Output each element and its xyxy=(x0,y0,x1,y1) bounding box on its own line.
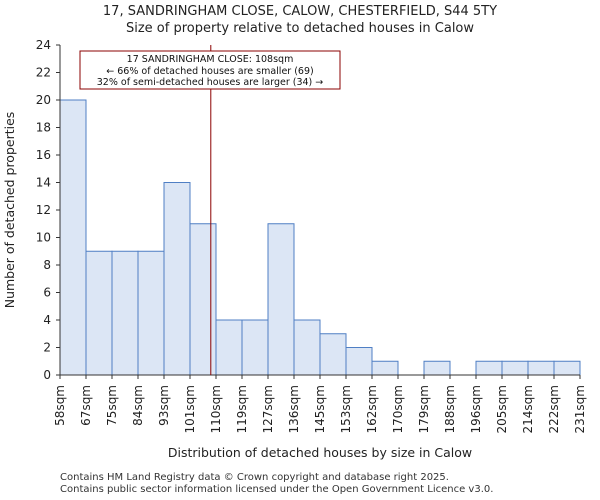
histogram-bar xyxy=(371,360,399,376)
histogram-bar xyxy=(501,360,529,376)
histogram-bar xyxy=(319,333,347,376)
histogram-bar xyxy=(345,347,373,376)
histogram-bar xyxy=(59,99,87,376)
histogram-bar xyxy=(475,360,503,376)
histogram-bar xyxy=(137,250,165,376)
footer-line-1: Contains HM Land Registry data © Crown c… xyxy=(60,472,449,483)
histogram-bar xyxy=(293,319,321,376)
chart-title: 17, SANDRINGHAM CLOSE, CALOW, CHESTERFIE… xyxy=(102,4,498,19)
x-tick-label: 110sqm xyxy=(209,385,223,433)
x-tick-label: 127sqm xyxy=(261,385,275,433)
x-axis-label: Distribution of detached houses by size … xyxy=(168,445,472,460)
x-tick-label: 205sqm xyxy=(495,385,509,433)
annotation-line-2: ← 66% of detached houses are smaller (69… xyxy=(106,66,313,77)
x-tick-label: 119sqm xyxy=(235,385,249,433)
x-tick-label: 93sqm xyxy=(157,385,171,426)
y-tick-label: 10 xyxy=(36,231,51,245)
chart-subtitle: Size of property relative to detached ho… xyxy=(125,21,475,36)
histogram-bar xyxy=(189,223,217,376)
y-tick-label: 24 xyxy=(36,38,51,52)
x-tick-label: 84sqm xyxy=(131,385,145,426)
x-tick-label: 58sqm xyxy=(53,385,67,426)
x-tick-label: 188sqm xyxy=(443,385,457,433)
histogram-bar xyxy=(111,250,139,376)
y-axis-label: Number of detached properties xyxy=(2,112,17,309)
footer-line-2: Contains public sector information licen… xyxy=(60,484,494,495)
annotation-box: 17 SANDRINGHAM CLOSE: 108sqm ← 66% of de… xyxy=(79,50,341,90)
x-tick-label: 170sqm xyxy=(391,385,405,433)
histogram-bar xyxy=(423,360,451,376)
y-tick-label: 2 xyxy=(43,341,51,355)
annotation-line-3: 32% of semi-detached houses are larger (… xyxy=(97,77,324,88)
x-tick-label: 153sqm xyxy=(339,385,353,433)
x-tick-label: 75sqm xyxy=(105,385,119,426)
y-tick-label: 8 xyxy=(43,258,51,272)
histogram-bar xyxy=(553,360,581,376)
x-tick-label: 222sqm xyxy=(547,385,561,433)
x-tick-label: 101sqm xyxy=(183,385,197,433)
y-tick-label: 6 xyxy=(43,286,51,300)
y-tick-label: 20 xyxy=(36,93,51,107)
histogram-bar xyxy=(267,223,295,376)
y-tick-label: 14 xyxy=(36,176,51,190)
y-tick-label: 12 xyxy=(36,203,51,217)
y-tick-label: 16 xyxy=(36,148,51,162)
y-tick-label: 18 xyxy=(36,121,51,135)
y-tick-label: 4 xyxy=(43,313,51,327)
histogram-bar xyxy=(241,319,269,376)
x-tick-label: 214sqm xyxy=(521,385,535,433)
x-tick-label: 231sqm xyxy=(573,385,587,433)
histogram-bar xyxy=(163,182,191,376)
histogram-bar xyxy=(85,250,113,376)
histogram-bar xyxy=(215,319,243,376)
histogram-bar xyxy=(527,360,555,376)
x-tick-label: 179sqm xyxy=(417,385,431,433)
x-tick-label: 136sqm xyxy=(287,385,301,433)
annotation-line-1: 17 SANDRINGHAM CLOSE: 108sqm xyxy=(127,54,294,65)
x-tick-label: 162sqm xyxy=(365,385,379,433)
y-tick-label: 22 xyxy=(36,66,51,80)
x-tick-label: 145sqm xyxy=(313,385,327,433)
y-tick-label: 0 xyxy=(43,368,51,382)
x-tick-label: 67sqm xyxy=(79,385,93,426)
x-tick-label: 196sqm xyxy=(469,385,483,433)
